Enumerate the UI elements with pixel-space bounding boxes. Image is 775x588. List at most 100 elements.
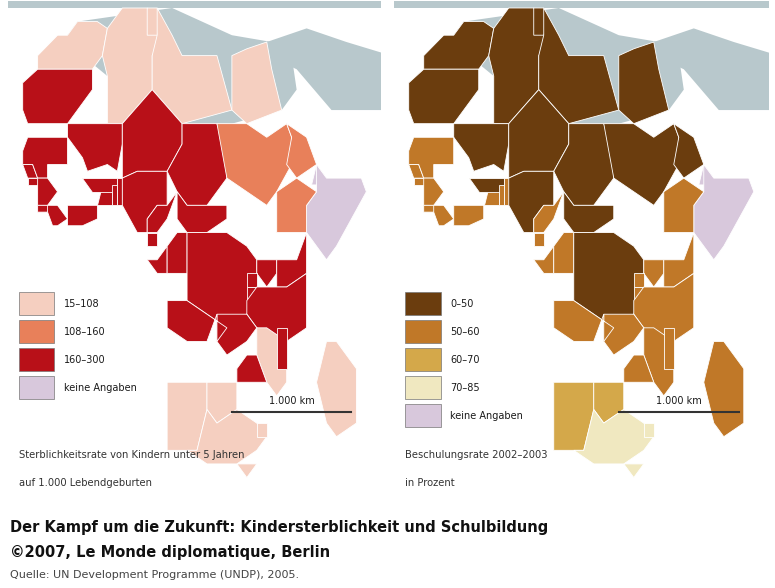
Polygon shape — [67, 205, 98, 226]
Polygon shape — [534, 246, 554, 273]
Text: 0–50: 0–50 — [450, 299, 474, 309]
FancyBboxPatch shape — [405, 376, 440, 399]
FancyBboxPatch shape — [405, 348, 440, 371]
Polygon shape — [38, 178, 57, 205]
Polygon shape — [663, 328, 673, 369]
Polygon shape — [257, 328, 287, 396]
Polygon shape — [534, 8, 549, 35]
Polygon shape — [508, 89, 569, 178]
Polygon shape — [594, 382, 624, 423]
Polygon shape — [408, 165, 424, 178]
Polygon shape — [67, 8, 297, 123]
Polygon shape — [207, 382, 237, 423]
Text: 70–85: 70–85 — [450, 383, 480, 393]
Polygon shape — [47, 205, 67, 226]
Polygon shape — [117, 178, 122, 205]
Polygon shape — [232, 42, 281, 123]
Polygon shape — [644, 260, 663, 287]
Text: ©2007, Le Monde diplomatique, Berlin: ©2007, Le Monde diplomatique, Berlin — [10, 545, 330, 560]
Polygon shape — [8, 0, 381, 8]
Polygon shape — [654, 28, 775, 110]
Polygon shape — [217, 314, 257, 355]
Polygon shape — [554, 300, 614, 342]
Text: 60–70: 60–70 — [450, 355, 480, 365]
Polygon shape — [424, 22, 494, 69]
Polygon shape — [663, 178, 704, 232]
Text: Sterblichkeitsrate von Kindern unter 5 Jahren: Sterblichkeitsrate von Kindern unter 5 J… — [19, 450, 244, 460]
FancyBboxPatch shape — [405, 292, 440, 315]
Polygon shape — [167, 300, 227, 342]
Polygon shape — [663, 232, 694, 287]
FancyBboxPatch shape — [19, 348, 54, 371]
Text: Beschulungsrate 2002–2003: Beschulungsrate 2002–2003 — [405, 450, 547, 460]
Polygon shape — [484, 185, 499, 205]
Polygon shape — [28, 178, 38, 185]
Polygon shape — [704, 342, 744, 437]
Polygon shape — [644, 423, 654, 437]
Polygon shape — [634, 287, 644, 300]
Polygon shape — [408, 69, 479, 123]
Text: 1.000 km: 1.000 km — [269, 396, 315, 406]
Polygon shape — [152, 8, 232, 123]
Polygon shape — [287, 123, 316, 178]
FancyBboxPatch shape — [405, 405, 440, 427]
Polygon shape — [453, 8, 684, 123]
Text: 50–60: 50–60 — [450, 327, 480, 337]
Polygon shape — [98, 185, 112, 205]
FancyBboxPatch shape — [19, 320, 54, 343]
Polygon shape — [246, 273, 257, 287]
Polygon shape — [67, 123, 122, 171]
Polygon shape — [394, 0, 769, 8]
Polygon shape — [453, 205, 484, 226]
Text: Der Kampf um die Zukunft: Kindersterblichkeit und Schulbildung: Der Kampf um die Zukunft: Kindersterblic… — [10, 520, 549, 536]
Text: 15–108: 15–108 — [64, 299, 99, 309]
Polygon shape — [307, 165, 367, 260]
Polygon shape — [22, 165, 38, 178]
Polygon shape — [634, 273, 644, 287]
Polygon shape — [424, 178, 444, 205]
Text: auf 1.000 Lebendgeburten: auf 1.000 Lebendgeburten — [19, 479, 152, 489]
Polygon shape — [312, 165, 326, 185]
Polygon shape — [257, 423, 267, 437]
Polygon shape — [539, 8, 618, 123]
Polygon shape — [489, 8, 554, 123]
Polygon shape — [508, 171, 554, 232]
Polygon shape — [316, 342, 356, 437]
Polygon shape — [22, 137, 67, 178]
FancyBboxPatch shape — [19, 292, 54, 315]
Polygon shape — [499, 185, 504, 205]
Polygon shape — [673, 123, 704, 178]
Polygon shape — [277, 328, 287, 369]
Polygon shape — [246, 273, 307, 342]
Polygon shape — [267, 28, 391, 110]
Polygon shape — [217, 123, 291, 205]
Polygon shape — [618, 42, 669, 123]
Polygon shape — [453, 123, 508, 171]
Text: keine Angaben: keine Angaben — [450, 411, 523, 421]
Polygon shape — [38, 22, 108, 69]
Polygon shape — [694, 165, 754, 260]
Polygon shape — [257, 260, 277, 287]
Polygon shape — [424, 205, 439, 212]
Polygon shape — [82, 178, 117, 192]
Polygon shape — [408, 137, 453, 178]
Polygon shape — [187, 232, 257, 328]
Polygon shape — [624, 464, 644, 477]
Polygon shape — [624, 355, 654, 382]
Polygon shape — [604, 123, 679, 205]
Polygon shape — [246, 287, 257, 300]
Text: in Prozent: in Prozent — [405, 479, 455, 489]
Polygon shape — [277, 178, 316, 232]
Polygon shape — [554, 232, 574, 273]
Text: keine Angaben: keine Angaben — [64, 383, 136, 393]
Polygon shape — [563, 192, 614, 232]
Polygon shape — [604, 314, 644, 355]
Text: 160–300: 160–300 — [64, 355, 105, 365]
Polygon shape — [554, 382, 594, 450]
Polygon shape — [177, 192, 227, 232]
FancyBboxPatch shape — [19, 376, 54, 399]
Polygon shape — [237, 464, 257, 477]
Text: 1.000 km: 1.000 km — [656, 396, 701, 406]
Polygon shape — [644, 328, 673, 396]
Polygon shape — [534, 192, 563, 232]
